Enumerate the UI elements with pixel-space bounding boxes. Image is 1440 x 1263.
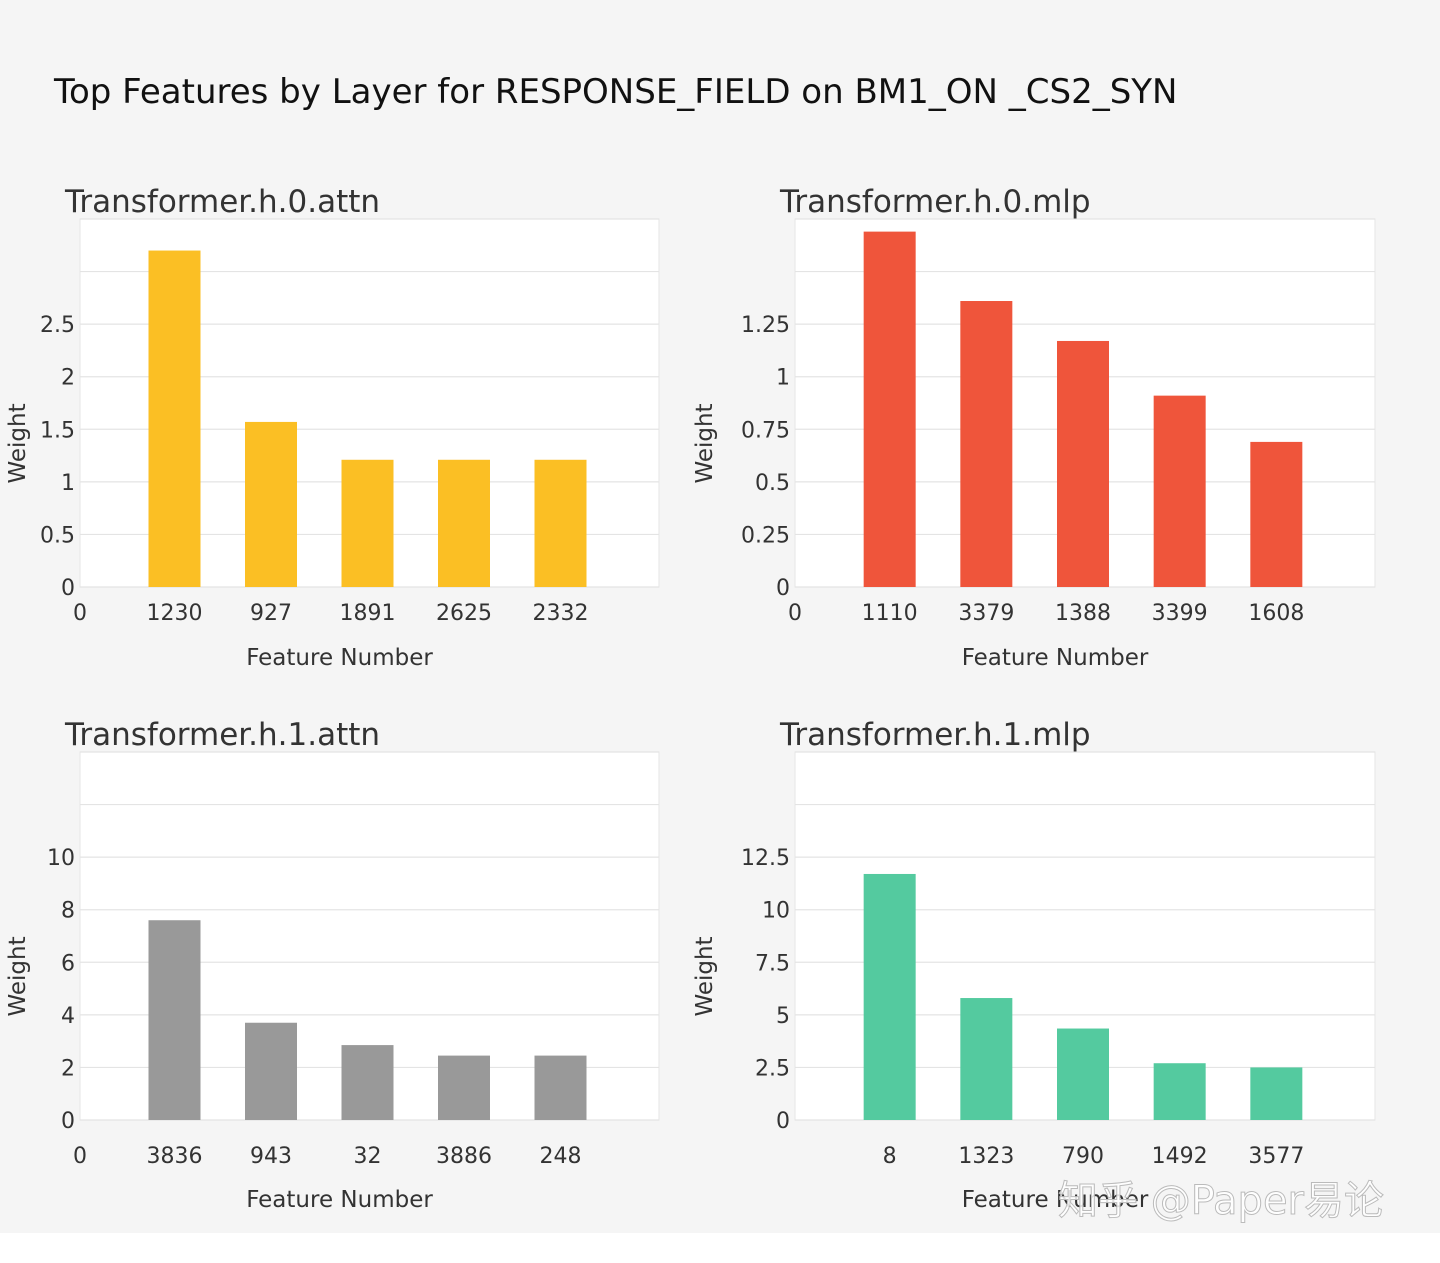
x-origin-label: 0 xyxy=(73,1144,87,1169)
panel-title: Transformer.h.0.mlp xyxy=(779,184,1091,220)
y-tick-label: 1.25 xyxy=(741,313,790,338)
y-tick-label: 10 xyxy=(762,899,790,924)
x-tick-label: 2625 xyxy=(436,601,492,626)
bar xyxy=(1153,395,1206,587)
y-tick-label: 1 xyxy=(61,471,75,496)
x-tick-label: 3886 xyxy=(436,1144,492,1169)
y-tick-label: 0 xyxy=(776,1109,790,1134)
y-axis-label: Weight xyxy=(5,936,31,1016)
panel-title: Transformer.h.1.mlp xyxy=(779,717,1091,753)
bar xyxy=(148,920,201,1120)
bar xyxy=(1153,1063,1206,1120)
y-tick-label: 2 xyxy=(61,366,75,391)
x-tick-label: 790 xyxy=(1062,1144,1104,1169)
bar xyxy=(960,301,1013,587)
x-tick-label: 1388 xyxy=(1055,601,1111,626)
watermark: 知乎 @Paper易论 xyxy=(1058,1178,1384,1224)
x-tick-label: 1608 xyxy=(1248,601,1304,626)
y-tick-label: 0 xyxy=(61,1109,75,1134)
bar xyxy=(960,998,1013,1120)
x-tick-label: 1110 xyxy=(862,601,918,626)
chart-panel-2: 0 2 4 6 8 10 0 3836 943 32 3886 248 Transformer.h.1.… xyxy=(5,717,660,1213)
x-tick-label: 3577 xyxy=(1248,1144,1304,1169)
x-tick-label: 927 xyxy=(250,601,292,626)
x-tick-label: 248 xyxy=(540,1144,582,1169)
x-axis-label: Feature Number xyxy=(962,1187,1149,1213)
page-title: Top Features by Layer for RESPONSE_FIELD… xyxy=(53,72,1178,112)
bar xyxy=(534,459,587,587)
x-tick-label: 3399 xyxy=(1152,601,1208,626)
bar xyxy=(863,231,916,588)
bar xyxy=(1057,1028,1109,1120)
y-tick-label: 4 xyxy=(61,1004,75,1029)
y-tick-label: 2.5 xyxy=(755,1056,790,1081)
y-axis-label: Weight xyxy=(692,403,718,483)
y-tick-label: 6 xyxy=(61,951,75,976)
bar xyxy=(148,250,201,588)
y-tick-label: 0 xyxy=(776,576,790,601)
bar xyxy=(1250,1067,1303,1120)
x-tick-label: 1230 xyxy=(147,601,203,626)
y-tick-label: 7.5 xyxy=(755,951,790,976)
bottom-strip xyxy=(0,1233,1440,1263)
bar xyxy=(863,873,916,1120)
x-tick-label: 32 xyxy=(354,1144,382,1169)
x-tick-label: 8 xyxy=(883,1144,897,1169)
bar xyxy=(438,459,490,587)
y-tick-label: 5 xyxy=(776,1004,790,1029)
bar xyxy=(341,1045,394,1120)
bar xyxy=(1057,340,1109,587)
y-tick-label: 2 xyxy=(61,1056,75,1081)
bar xyxy=(245,421,297,587)
chart-panels: 0 0.5 1 1.5 2 2.5 0 1230 927 1891 2625 2332 Transfor… xyxy=(5,184,1376,1213)
y-tick-label: 1.5 xyxy=(40,418,75,443)
x-tick-label: 1492 xyxy=(1152,1144,1208,1169)
y-tick-label: 0 xyxy=(61,576,75,601)
x-tick-label: 2332 xyxy=(533,601,589,626)
y-tick-label: 0.25 xyxy=(741,523,790,548)
x-axis-label: Feature Number xyxy=(246,645,433,671)
panel-title: Transformer.h.1.attn xyxy=(64,717,380,753)
y-tick-label: 8 xyxy=(61,899,75,924)
bar xyxy=(245,1022,297,1120)
x-tick-label: 1891 xyxy=(340,601,396,626)
x-axis-label: Feature Number xyxy=(246,1187,433,1213)
y-tick-label: 0.5 xyxy=(40,523,75,548)
chart-panel-0: 0 0.5 1 1.5 2 2.5 0 1230 927 1891 2625 2332 Transfor… xyxy=(5,184,660,671)
chart-panel-3: 0 2.5 5 7.5 10 12.5 8 1323 790 1492 3577 Transforme… xyxy=(692,717,1376,1213)
y-tick-label: 0.5 xyxy=(755,471,790,496)
x-tick-label: 3836 xyxy=(147,1144,203,1169)
x-origin-label: 0 xyxy=(788,601,802,626)
x-tick-label: 3379 xyxy=(958,601,1014,626)
bar xyxy=(341,459,394,587)
y-tick-label: 0.75 xyxy=(741,418,790,443)
y-tick-label: 2.5 xyxy=(40,313,75,338)
y-axis-label: Weight xyxy=(692,936,718,1016)
y-axis-label: Weight xyxy=(5,403,31,483)
y-tick-label: 1 xyxy=(776,366,790,391)
bar xyxy=(1250,441,1303,587)
panel-title: Transformer.h.0.attn xyxy=(64,184,380,220)
chart-panel-1: 0 0.25 0.5 0.75 1 1.25 0 1110 3379 1388 3399 1608 Tr… xyxy=(692,184,1376,671)
bar xyxy=(438,1055,490,1120)
x-tick-label: 1323 xyxy=(958,1144,1014,1169)
x-origin-label: 0 xyxy=(73,601,87,626)
y-tick-label: 10 xyxy=(47,846,75,871)
x-tick-label: 943 xyxy=(250,1144,292,1169)
x-axis-label: Feature Number xyxy=(962,645,1149,671)
bar xyxy=(534,1055,587,1120)
y-tick-label: 12.5 xyxy=(741,846,790,871)
